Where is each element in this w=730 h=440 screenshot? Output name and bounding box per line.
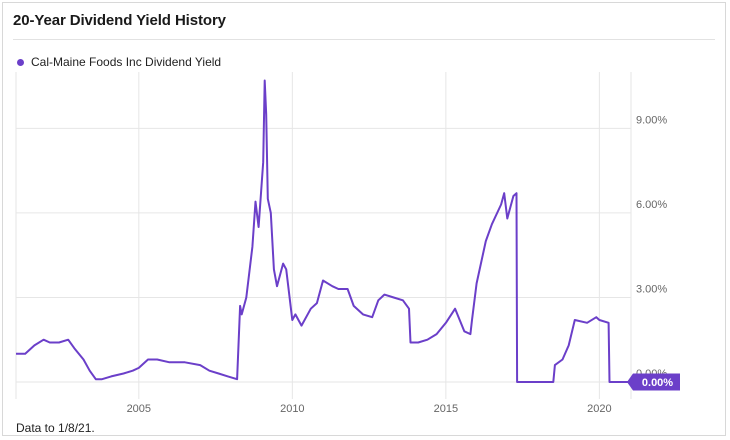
y-tick-label: 9.00% (636, 114, 667, 126)
last-value-badge: 0.00% (627, 373, 680, 391)
data-footnote: Data to 1/8/21. (16, 421, 95, 435)
chart-card: 20-Year Dividend Yield History Cal-Maine… (2, 2, 726, 436)
series-line-dividend-yield (16, 79, 631, 383)
y-tick-label: 3.00% (636, 283, 667, 295)
legend-marker (17, 58, 24, 66)
series-layer (16, 79, 631, 383)
last-value-badge-label: 0.00% (642, 377, 673, 389)
x-tick-label: 2010 (280, 403, 304, 415)
legend-label: Cal-Maine Foods Inc Dividend Yield (31, 55, 222, 69)
x-axis-ticks: 2005 2010 2015 2020 (127, 403, 612, 415)
last-value-badge-shape (627, 373, 680, 391)
y-axis-ticks: 0.00%3.00%6.00%9.00% (636, 114, 667, 380)
y-tick-label: 6.00% (636, 199, 667, 211)
legend[interactable]: Cal-Maine Foods Inc Dividend Yield (17, 55, 221, 69)
chart-title: 20-Year Dividend Yield History (13, 12, 226, 29)
x-tick-label: 2020 (587, 403, 611, 415)
title-divider (13, 39, 715, 40)
x-tick-label: 2015 (434, 403, 458, 415)
x-tick-label: 2005 (127, 403, 151, 415)
grid-lines (15, 72, 632, 399)
